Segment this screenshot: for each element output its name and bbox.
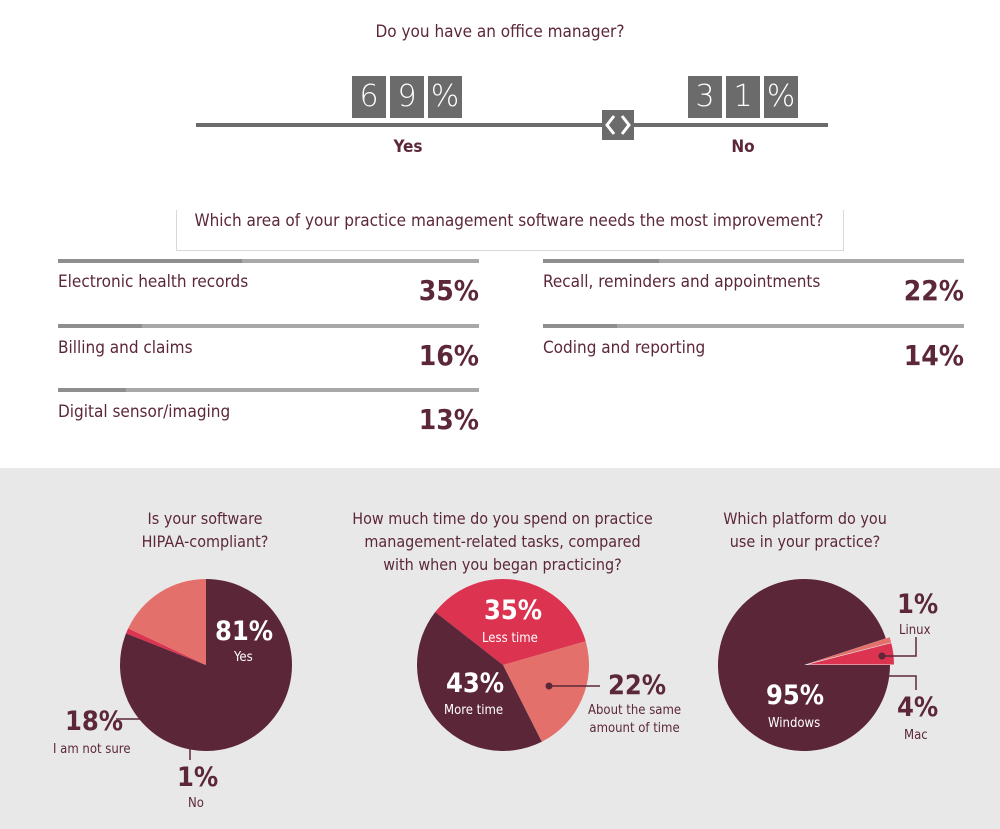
divider-line (196, 123, 828, 127)
item-bar-track (543, 324, 964, 328)
platform-linux-leader (882, 637, 917, 657)
yes-label: Yes (393, 137, 423, 157)
improvement-question: Which area of your practice management s… (194, 211, 824, 231)
hipaa-slice-unsure (128, 579, 206, 665)
platform-question-line: use in your practice? (729, 532, 881, 551)
platform-slice-windows (718, 579, 890, 752)
item-percent: 22% (903, 274, 964, 307)
no-label: No (731, 137, 755, 157)
time-question-line: with when you began practicing? (383, 555, 622, 574)
time-question-line: How much time do you spend on practice (352, 509, 653, 528)
item-bar-fill (58, 259, 243, 263)
item-bar-track (58, 388, 479, 392)
item-label: Electronic health records (58, 272, 249, 292)
item-label: Billing and claims (58, 338, 193, 358)
hipaa-no-label: No (188, 796, 204, 811)
platform-windows-label: Windows (768, 716, 821, 731)
time-same-leader-dot (545, 682, 553, 690)
hipaa-question-line: Is your software (147, 509, 263, 528)
hipaa-yes-pct: 81% (215, 616, 274, 647)
hipaa-unsure-label: I am not sure (53, 742, 131, 757)
item-bar-track (58, 259, 479, 263)
platform-question-line: Which platform do you (723, 509, 887, 528)
office-manager-divider (196, 110, 828, 140)
time-slice-more (416, 612, 542, 751)
platform-linux-pct: 1% (897, 589, 939, 620)
platform-linux-leader-dot (878, 652, 886, 660)
divider-diamond-icon (602, 110, 634, 140)
time-more-pct: 43% (446, 668, 505, 699)
platform-linux-label: Linux (899, 623, 931, 638)
time-same-pct: 22% (608, 670, 667, 701)
item-bar-track (543, 259, 964, 263)
item-percent: 35% (418, 274, 479, 307)
item-bar-fill (543, 324, 617, 328)
hipaa-unsure-pct: 18% (65, 706, 124, 737)
office-manager-question: Do you have an office manager? (375, 22, 625, 42)
platform-slice-linux (807, 637, 892, 664)
no-digit: 1 (726, 76, 760, 118)
item-percent: 16% (418, 339, 479, 372)
hipaa-unsure-leader-dot (156, 715, 164, 723)
hipaa-no-leader-dot (186, 741, 194, 749)
time-more-label: More time (444, 703, 504, 718)
platform-slice-mac (807, 643, 894, 665)
no-digit: % (764, 76, 798, 118)
time-same-label-line: About the same (588, 703, 682, 718)
time-same-label-line: amount of time (589, 721, 680, 736)
item-label: Digital sensor/imaging (58, 402, 231, 422)
yes-digit: 9 (390, 76, 424, 118)
time-slice-less (435, 579, 586, 665)
time-question-line: management-related tasks, compared (364, 532, 641, 551)
time-less-label: Less time (482, 631, 538, 646)
item-bar-fill (58, 324, 143, 328)
platform-question: Which platform do you use in your practi… (700, 507, 910, 553)
platform-mac-label: Mac (904, 728, 928, 743)
time-slice-same (503, 641, 589, 742)
improvement-question-box (176, 210, 844, 251)
item-percent: 13% (418, 403, 479, 436)
platform-mac-pct: 4% (897, 692, 939, 723)
hipaa-no-pct: 1% (177, 762, 219, 793)
item-percent: 14% (903, 339, 964, 372)
platform-mac-leader (880, 675, 917, 690)
no-digit: 3 (688, 76, 722, 118)
time-question: How much time do you spend on practice m… (330, 507, 675, 576)
platform-mac-leader-dot (876, 672, 884, 680)
item-bar-track (58, 324, 479, 328)
time-less-pct: 35% (484, 595, 543, 626)
item-label: Coding and reporting (543, 338, 706, 358)
time-same-label: About the same amount of time (588, 703, 681, 736)
hipaa-yes-label: Yes (234, 650, 253, 665)
platform-windows-pct: 95% (766, 680, 825, 711)
hipaa-slice-no (126, 628, 206, 665)
item-bar-fill (58, 388, 127, 392)
hipaa-question: Is your software HIPAA-compliant? (105, 507, 305, 553)
yes-digit: 6 (352, 76, 386, 118)
hipaa-question-line: HIPAA-compliant? (141, 532, 269, 551)
yes-digit: % (428, 76, 462, 118)
item-label: Recall, reminders and appointments (543, 272, 821, 292)
item-bar-fill (543, 259, 659, 263)
